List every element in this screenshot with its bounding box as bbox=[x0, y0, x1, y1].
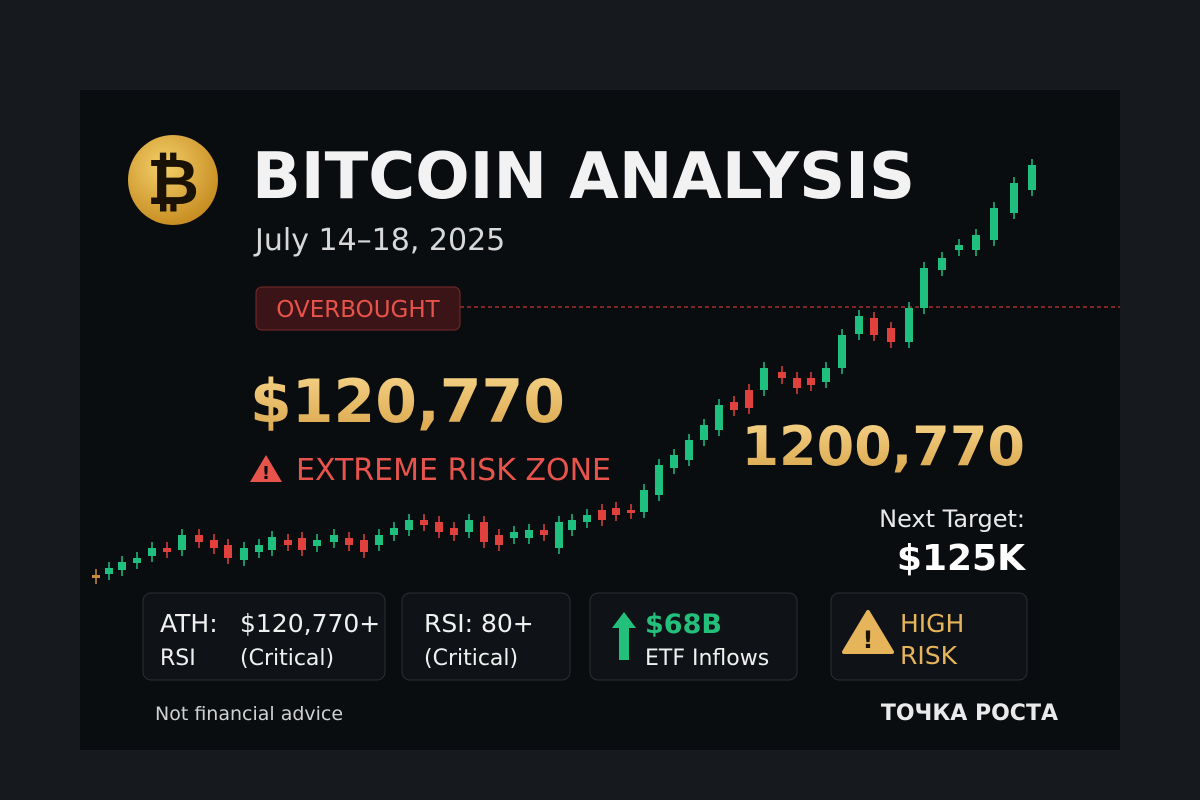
candle bbox=[465, 520, 473, 532]
candle bbox=[163, 548, 171, 552]
candle bbox=[715, 405, 723, 430]
candle bbox=[480, 522, 488, 542]
candle bbox=[822, 368, 830, 382]
candle bbox=[268, 537, 276, 550]
card-text: RISK bbox=[900, 641, 958, 670]
candle bbox=[655, 465, 663, 495]
card-text: (Critical) bbox=[424, 646, 518, 671]
next-target-label: Next Target: bbox=[879, 505, 1025, 533]
candle bbox=[133, 558, 141, 563]
candle bbox=[920, 268, 928, 308]
candle bbox=[745, 390, 753, 408]
candle bbox=[670, 455, 678, 468]
candle bbox=[390, 528, 398, 535]
candle bbox=[568, 520, 576, 530]
candle bbox=[148, 548, 156, 556]
candle bbox=[345, 538, 353, 545]
bitcoin-coin bbox=[128, 135, 218, 225]
candle bbox=[685, 440, 693, 460]
disclaimer: Not financial advice bbox=[155, 703, 343, 725]
candle bbox=[313, 540, 321, 546]
warning-icon bbox=[842, 610, 894, 654]
candle bbox=[905, 308, 913, 342]
candle bbox=[284, 540, 292, 545]
candle bbox=[583, 515, 591, 522]
card-text: $68B bbox=[645, 609, 722, 640]
candle bbox=[510, 532, 518, 538]
warning-icon-mark: ! bbox=[262, 463, 270, 484]
candle bbox=[540, 530, 548, 535]
up-arrow bbox=[612, 612, 636, 660]
candle bbox=[778, 372, 786, 378]
bitcoin-symbol: ₿ bbox=[147, 146, 199, 220]
date: July 14–18, 2025 bbox=[253, 223, 505, 258]
candle bbox=[240, 548, 248, 560]
candle bbox=[855, 316, 863, 334]
candle bbox=[555, 522, 563, 548]
next-target-value: $125K bbox=[897, 538, 1026, 579]
card bbox=[830, 592, 1028, 681]
candle bbox=[420, 520, 428, 525]
candle bbox=[887, 328, 895, 342]
candle bbox=[224, 545, 232, 558]
candle bbox=[838, 335, 846, 368]
card bbox=[589, 592, 798, 681]
candle bbox=[793, 378, 801, 388]
candlestick-chart bbox=[92, 159, 1036, 584]
candle bbox=[450, 528, 458, 535]
badge-box bbox=[255, 286, 461, 331]
candle bbox=[760, 368, 768, 390]
card bbox=[142, 592, 386, 681]
candle bbox=[405, 520, 413, 530]
title: BITCOIN ANALYSIS bbox=[252, 140, 915, 214]
card-text: ATH: bbox=[160, 609, 218, 638]
candle bbox=[255, 545, 263, 552]
candle bbox=[195, 535, 203, 542]
candle bbox=[938, 258, 946, 270]
candle bbox=[598, 510, 606, 520]
brand: ТОЧКА РОСТА bbox=[881, 701, 1058, 726]
candle bbox=[870, 318, 878, 335]
card-text: ETF Inflows bbox=[645, 646, 769, 671]
candle bbox=[640, 490, 648, 512]
candle bbox=[700, 425, 708, 440]
candle bbox=[495, 535, 503, 545]
target-price: 1200,770 bbox=[741, 415, 1025, 478]
candle bbox=[330, 535, 338, 542]
candle bbox=[210, 540, 218, 548]
candle bbox=[360, 540, 368, 552]
card-text: (Critical) bbox=[240, 646, 334, 671]
warning: EXTREME RISK ZONE bbox=[296, 453, 611, 488]
candle bbox=[1028, 165, 1036, 190]
warning-icon-mark: ! bbox=[863, 626, 874, 654]
candle bbox=[972, 235, 980, 250]
candle bbox=[298, 538, 306, 550]
card bbox=[401, 592, 571, 681]
badge: OVERBOUGHT bbox=[276, 297, 440, 323]
card-text: $120,770+ bbox=[240, 609, 380, 638]
card-text: RSI: 80+ bbox=[424, 609, 534, 638]
candle bbox=[612, 508, 620, 515]
candle bbox=[435, 522, 443, 532]
candle bbox=[525, 530, 533, 538]
candle bbox=[955, 245, 963, 250]
card-text: HIGH bbox=[900, 609, 964, 638]
candle bbox=[375, 535, 383, 545]
candle bbox=[1010, 183, 1018, 213]
candle bbox=[990, 208, 998, 240]
card-text: RSI bbox=[160, 646, 196, 671]
warning-icon bbox=[250, 455, 282, 482]
price: $120,770 bbox=[250, 367, 565, 437]
candle bbox=[105, 568, 113, 574]
candle bbox=[627, 510, 635, 513]
candle bbox=[178, 535, 186, 550]
candle bbox=[807, 378, 815, 385]
candle bbox=[92, 575, 100, 578]
candle bbox=[118, 562, 126, 570]
candle bbox=[730, 402, 738, 410]
cards: ATH: $120,770+ RSI (Critical) RSI: 80+ (… bbox=[142, 592, 1028, 681]
